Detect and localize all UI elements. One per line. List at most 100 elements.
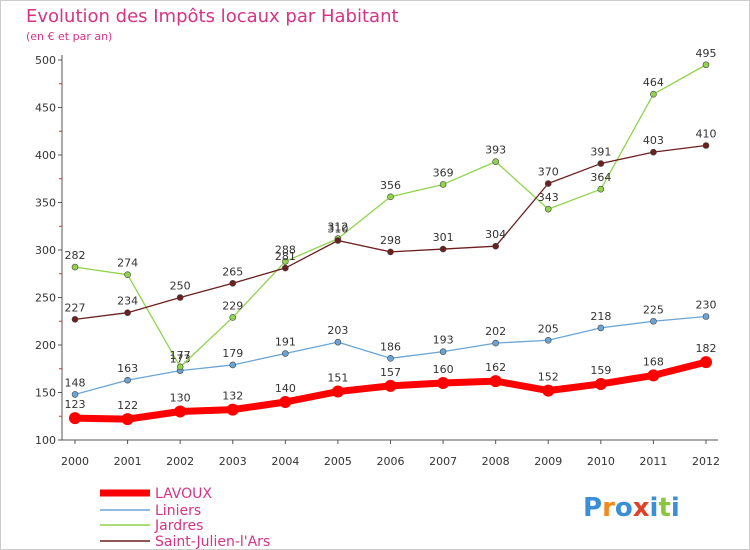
data-point [650, 148, 657, 156]
data-point [387, 354, 394, 362]
data-point [384, 379, 397, 392]
logo-letter: i [671, 493, 680, 523]
data-label: 186 [380, 340, 401, 353]
data-label: 304 [485, 228, 506, 241]
data-point [439, 245, 447, 253]
data-point [176, 363, 184, 371]
chart-subtitle: (en € et par an) [26, 30, 112, 43]
data-label: 182 [696, 342, 717, 355]
data-point [387, 248, 394, 256]
data-label: 312 [327, 221, 348, 234]
logo-letter: t [658, 493, 670, 523]
data-point [647, 369, 660, 382]
x-tick-label: 2009 [534, 455, 562, 468]
y-tick-label: 500 [35, 54, 56, 67]
y-tick-label: 400 [35, 149, 56, 162]
data-label: 288 [275, 243, 296, 256]
legend-label: Jardres [154, 518, 203, 534]
data-point [544, 205, 552, 213]
data-point [176, 294, 184, 301]
data-point [542, 384, 555, 397]
data-point [439, 181, 447, 188]
data-label: 152 [538, 371, 559, 384]
data-label: 403 [643, 134, 664, 147]
data-label: 123 [65, 398, 86, 411]
plot-area: 100 150 200 250 300 350 400 450 500 2000 2001 2002 2… [35, 47, 720, 468]
legend-label: Saint-Julien-l'Ars [155, 534, 270, 550]
data-label: 393 [485, 144, 506, 157]
data-label: 250 [170, 280, 191, 293]
y-tick-label: 250 [35, 292, 56, 305]
data-point [124, 376, 131, 384]
data-point [439, 348, 447, 355]
data-point [597, 160, 605, 167]
logo-letter: r [602, 493, 615, 523]
x-tick-label: 2000 [61, 455, 89, 468]
data-label: 132 [222, 390, 243, 403]
data-label: 148 [65, 376, 86, 389]
logo-letter: x [633, 493, 650, 523]
data-point [71, 391, 79, 398]
data-label: 369 [433, 166, 454, 179]
y-tick-label: 300 [35, 244, 56, 257]
data-label: 163 [117, 362, 138, 375]
data-point [282, 350, 289, 357]
data-label: 130 [170, 392, 191, 405]
y-tick-label: 200 [35, 339, 56, 352]
data-label: 298 [380, 234, 401, 247]
data-point [229, 361, 237, 369]
data-label: 179 [222, 347, 243, 360]
legend-label: LAVOUX [155, 486, 212, 502]
data-point [702, 313, 710, 320]
data-point [650, 90, 657, 98]
x-tick-label: 2012 [692, 455, 720, 468]
data-label: 160 [433, 363, 454, 376]
legend-label: Liniers [155, 503, 201, 519]
data-point [69, 412, 81, 425]
data-point [492, 339, 499, 347]
data-point [334, 237, 342, 244]
data-label: 495 [696, 47, 717, 60]
x-tick-label: 2007 [429, 455, 457, 468]
data-point [229, 314, 237, 321]
y-tick-label: 150 [35, 387, 56, 400]
x-tick-label: 2006 [377, 455, 405, 468]
data-label: 177 [170, 349, 191, 362]
data-point [121, 413, 134, 426]
data-point [331, 385, 344, 398]
data-point [700, 356, 712, 369]
data-label: 157 [380, 366, 401, 379]
data-point [282, 264, 289, 272]
data-label: 356 [380, 179, 401, 192]
x-tick-label: 2003 [219, 455, 247, 468]
data-label: 159 [590, 364, 611, 377]
data-label: 202 [485, 325, 506, 338]
x-tick-label: 2002 [166, 455, 194, 468]
data-point [71, 316, 79, 323]
data-point [702, 61, 710, 69]
x-tick-label: 2011 [639, 455, 667, 468]
data-point [229, 279, 237, 287]
data-label: 203 [327, 324, 348, 337]
data-label: 162 [485, 361, 506, 374]
data-label: 364 [590, 171, 611, 184]
data-point [702, 142, 710, 149]
y-tick-label: 450 [35, 102, 56, 115]
data-point [492, 242, 499, 250]
data-point [489, 375, 502, 388]
data-point [597, 185, 605, 193]
x-tick-label: 2005 [324, 455, 352, 468]
data-label: 391 [590, 146, 611, 159]
data-point [437, 377, 450, 389]
data-label: 151 [327, 372, 348, 385]
x-tick-label: 2010 [587, 455, 615, 468]
data-label: 168 [643, 355, 664, 368]
data-point [334, 338, 342, 346]
data-point [544, 180, 552, 187]
data-point [124, 271, 131, 279]
data-label: 343 [538, 191, 559, 204]
data-label: 193 [433, 334, 454, 347]
data-label: 274 [117, 257, 138, 270]
